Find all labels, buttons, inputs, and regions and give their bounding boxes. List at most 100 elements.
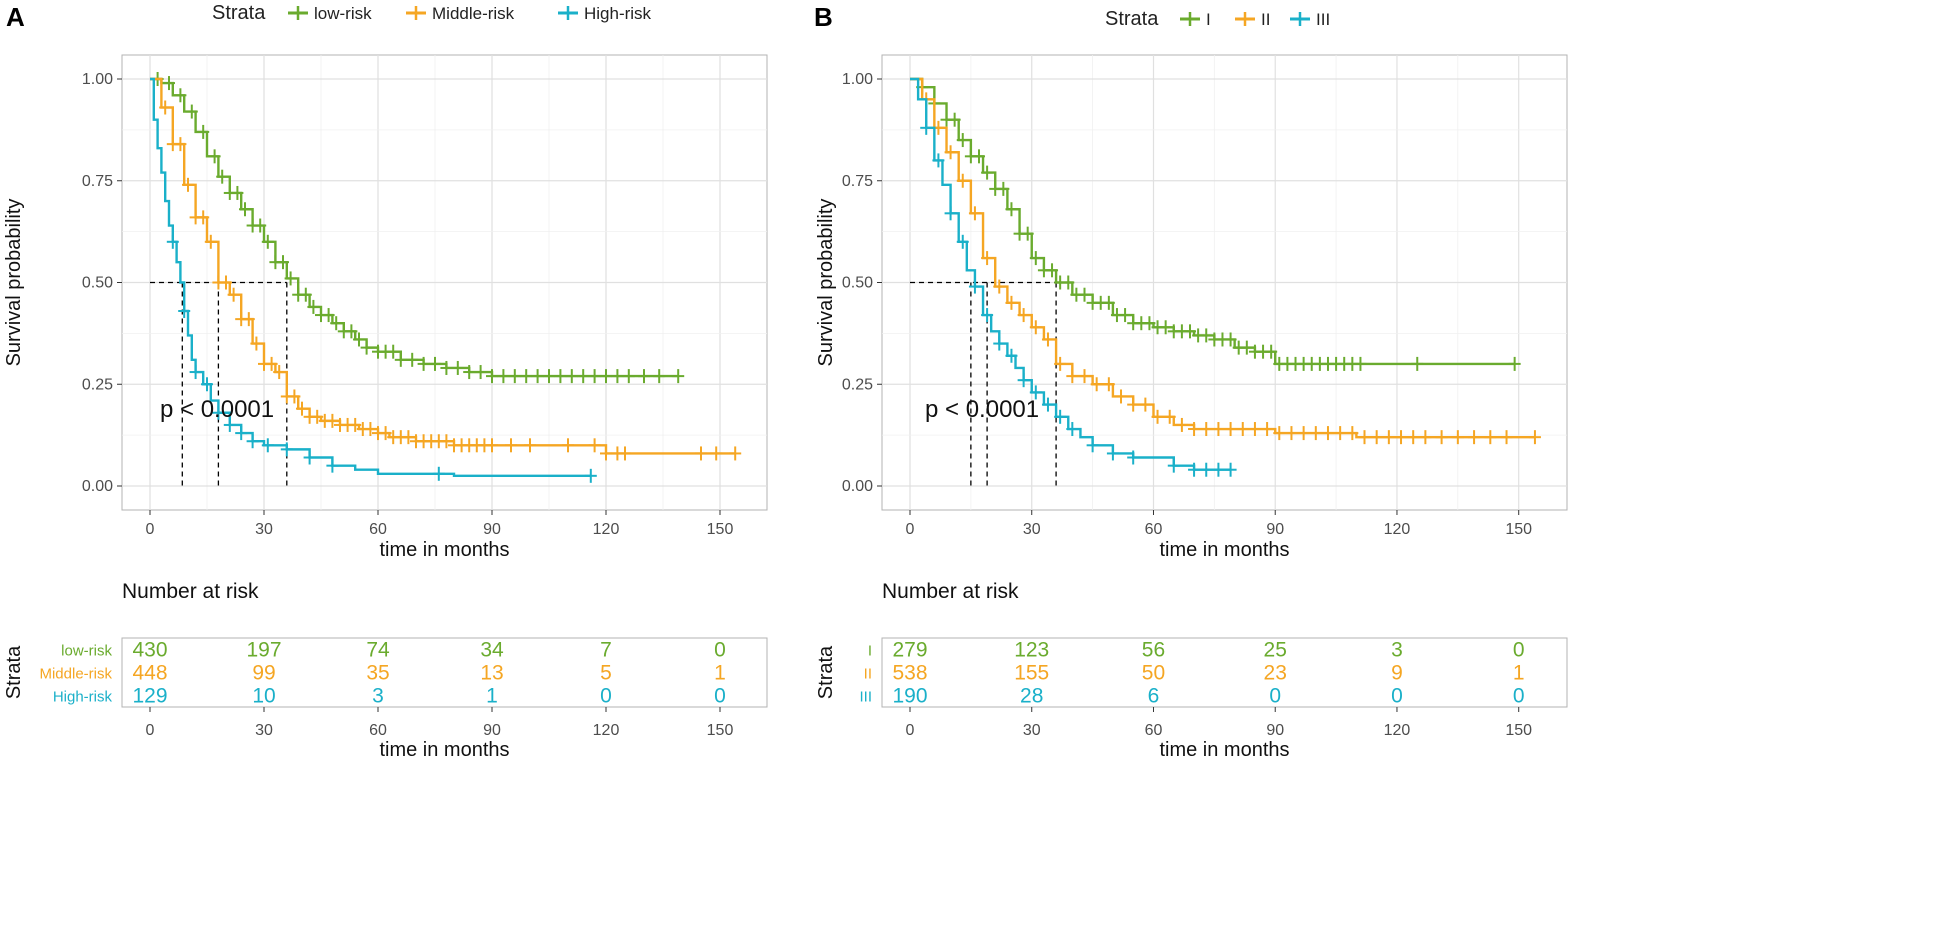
censor-mark	[1240, 340, 1253, 355]
censor-mark	[1139, 397, 1152, 412]
x-axis-title: time in months	[379, 539, 509, 561]
x-tick-label: 60	[369, 521, 387, 538]
survival-curve	[150, 77, 591, 478]
censor-mark	[246, 434, 259, 449]
censor-mark	[174, 88, 187, 103]
censor-mark	[299, 287, 312, 302]
censor-mark	[261, 234, 274, 249]
series-2	[910, 77, 1237, 477]
risk-count: 5	[600, 662, 612, 685]
censor-mark	[326, 413, 339, 428]
censor-mark	[174, 137, 187, 152]
x-tick-label: 120	[1384, 521, 1411, 538]
risk-x-tick-label: 120	[593, 722, 620, 739]
risk-row-label: High-risk	[53, 689, 113, 706]
legend-title: Strata	[212, 2, 266, 24]
censor-mark	[1265, 344, 1278, 359]
censor-mark	[288, 389, 301, 404]
risk-count: 7	[600, 639, 612, 662]
censor-mark	[1143, 316, 1156, 331]
censor-mark	[1119, 308, 1132, 323]
x-tick-label: 150	[1505, 521, 1532, 538]
censor-mark	[1041, 332, 1054, 347]
censor-mark	[729, 446, 742, 461]
censor-mark	[981, 165, 994, 180]
censor-mark	[254, 218, 267, 233]
risk-count: 10	[252, 685, 275, 708]
legend-label: High-risk	[584, 4, 652, 23]
y-tick-label: 1.00	[82, 71, 113, 88]
censor-mark	[280, 442, 293, 457]
censor-mark	[600, 369, 612, 384]
censor-mark	[1500, 430, 1513, 445]
censor-mark	[600, 446, 612, 461]
censor-mark	[584, 468, 597, 483]
censor-mark	[622, 369, 635, 384]
censor-mark	[1346, 426, 1359, 441]
censor-mark	[1484, 430, 1497, 445]
censor-mark	[554, 369, 567, 384]
censor-mark	[1334, 426, 1347, 441]
legend-label: I	[1206, 10, 1211, 29]
censor-mark	[1236, 422, 1249, 437]
censor-mark	[1115, 389, 1128, 404]
censor-mark	[1435, 430, 1448, 445]
censor-mark	[981, 308, 994, 323]
risk-x-tick-label: 0	[906, 722, 915, 739]
censor-mark	[944, 206, 957, 221]
censor-mark	[1261, 422, 1274, 437]
censor-mark	[239, 202, 251, 217]
risk-x-axis-title: time in months	[1159, 739, 1289, 761]
x-tick-label: 30	[1023, 521, 1041, 538]
risk-count: 0	[714, 685, 726, 708]
censor-mark	[1370, 430, 1383, 445]
y-tick-label: 0.50	[82, 275, 113, 292]
risk-count: 197	[246, 639, 281, 662]
censor-mark	[185, 104, 198, 119]
censor-mark	[284, 271, 297, 286]
censor-mark	[1029, 385, 1042, 400]
censor-mark	[394, 352, 407, 367]
risk-x-tick-label: 30	[1023, 722, 1041, 739]
censor-mark	[204, 234, 217, 249]
censor-mark	[1167, 458, 1180, 473]
censor-mark	[345, 324, 358, 339]
censor-mark	[486, 438, 498, 453]
censor-mark	[1066, 369, 1079, 384]
censor-mark	[265, 356, 278, 371]
risk-x-tick-label: 60	[1145, 722, 1163, 739]
y-tick-label: 0.50	[842, 275, 873, 292]
risk-count: 129	[132, 685, 167, 708]
censor-mark	[1188, 462, 1201, 477]
y-axis-title: Survival probability	[815, 199, 837, 367]
risk-count: 35	[366, 662, 389, 685]
censor-mark	[588, 369, 601, 384]
censor-mark	[360, 340, 373, 355]
series-2	[150, 77, 597, 483]
censor-mark	[296, 401, 308, 416]
series-0	[150, 72, 685, 384]
risk-count: 0	[1269, 685, 1281, 708]
risk-x-tick-label: 150	[1505, 722, 1532, 739]
censor-mark	[1066, 422, 1079, 437]
censor-mark	[486, 369, 498, 384]
censor-mark	[565, 369, 578, 384]
censor-mark	[543, 369, 555, 384]
risk-table-title: Number at risk	[882, 580, 1019, 603]
censor-mark	[402, 430, 415, 445]
censor-mark	[1407, 430, 1420, 445]
censor-mark	[429, 356, 441, 371]
risk-row-label: I	[868, 643, 872, 660]
censor-mark	[1285, 426, 1298, 441]
y-axis-title: Survival probability	[3, 199, 25, 367]
censor-mark	[1354, 356, 1367, 371]
censor-mark	[1200, 422, 1213, 437]
censor-mark	[261, 438, 274, 453]
censor-mark	[956, 234, 969, 249]
censor-mark	[1212, 462, 1225, 477]
censor-mark	[1358, 430, 1371, 445]
legend-label: II	[1261, 10, 1270, 29]
y-tick-label: 0.75	[842, 173, 873, 190]
risk-x-tick-label: 90	[483, 722, 501, 739]
